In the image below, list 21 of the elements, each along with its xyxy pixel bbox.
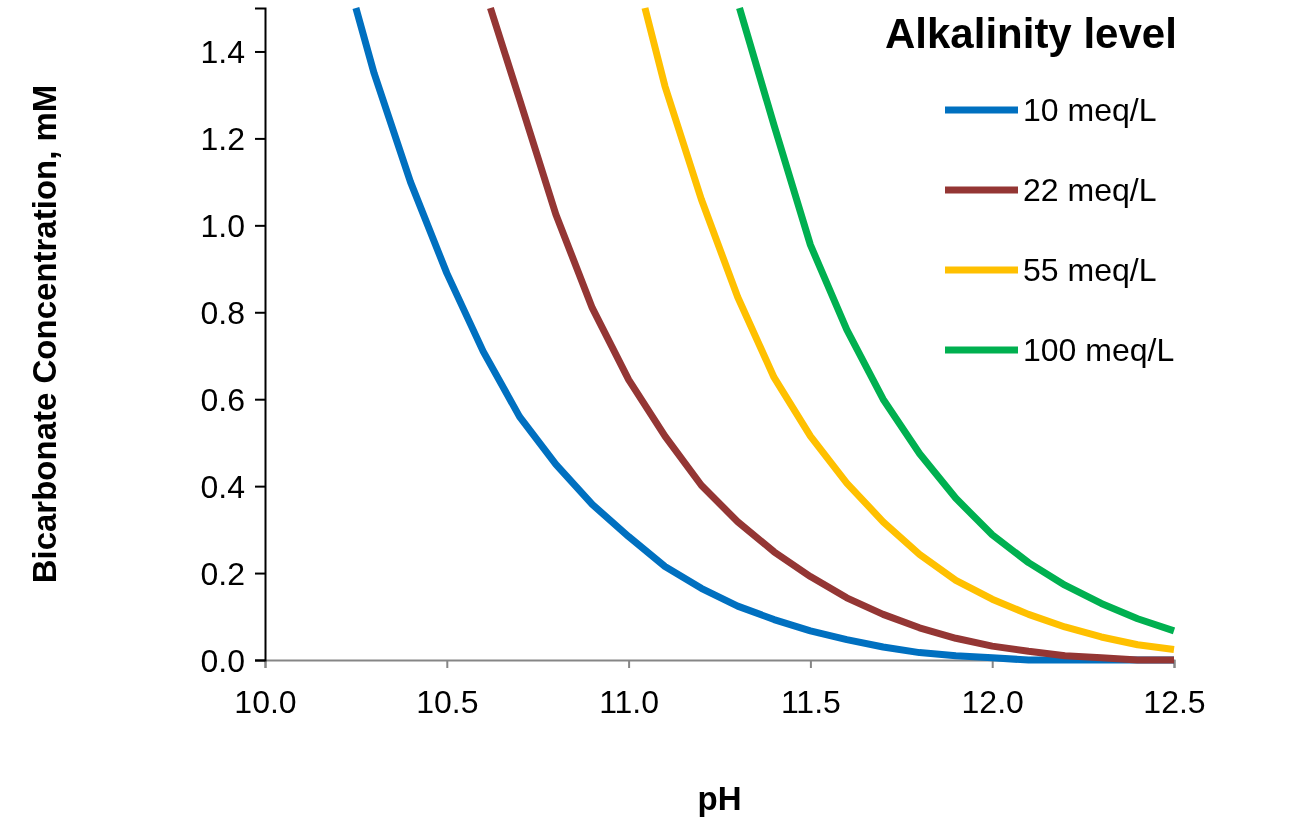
x-tick-label: 10.5 <box>416 683 479 720</box>
y-tick-label: 0.2 <box>200 555 245 592</box>
legend-label: 55 meq/L <box>1023 252 1157 289</box>
x-tick-label: 11.5 <box>780 683 841 720</box>
legend-label: 10 meq/L <box>1023 92 1157 129</box>
y-axis-title: Bicarbonate Concentration, mM <box>26 84 63 584</box>
x-tick-label: 10.0 <box>234 683 297 720</box>
x-tick-label: 11.0 <box>599 683 660 720</box>
x-tick-label: 12.0 <box>961 683 1024 720</box>
y-tick-label: 1.4 <box>200 34 245 71</box>
y-tick-label: 1.2 <box>200 121 245 158</box>
y-tick-label: 0.8 <box>200 294 245 331</box>
y-tick-label: 0.4 <box>200 468 245 505</box>
legend-label: 22 meq/L <box>1023 172 1157 209</box>
x-axis-title: pH <box>697 780 742 817</box>
legend-title: Alkalinity level <box>885 10 1177 57</box>
legend-label: 100 meq/L <box>1023 332 1175 369</box>
y-tick-label: 1.0 <box>200 208 245 245</box>
y-tick-label: 0.6 <box>200 381 245 418</box>
y-tick-label: 0.0 <box>200 642 245 679</box>
x-tick-label: 12.5 <box>1143 683 1206 720</box>
